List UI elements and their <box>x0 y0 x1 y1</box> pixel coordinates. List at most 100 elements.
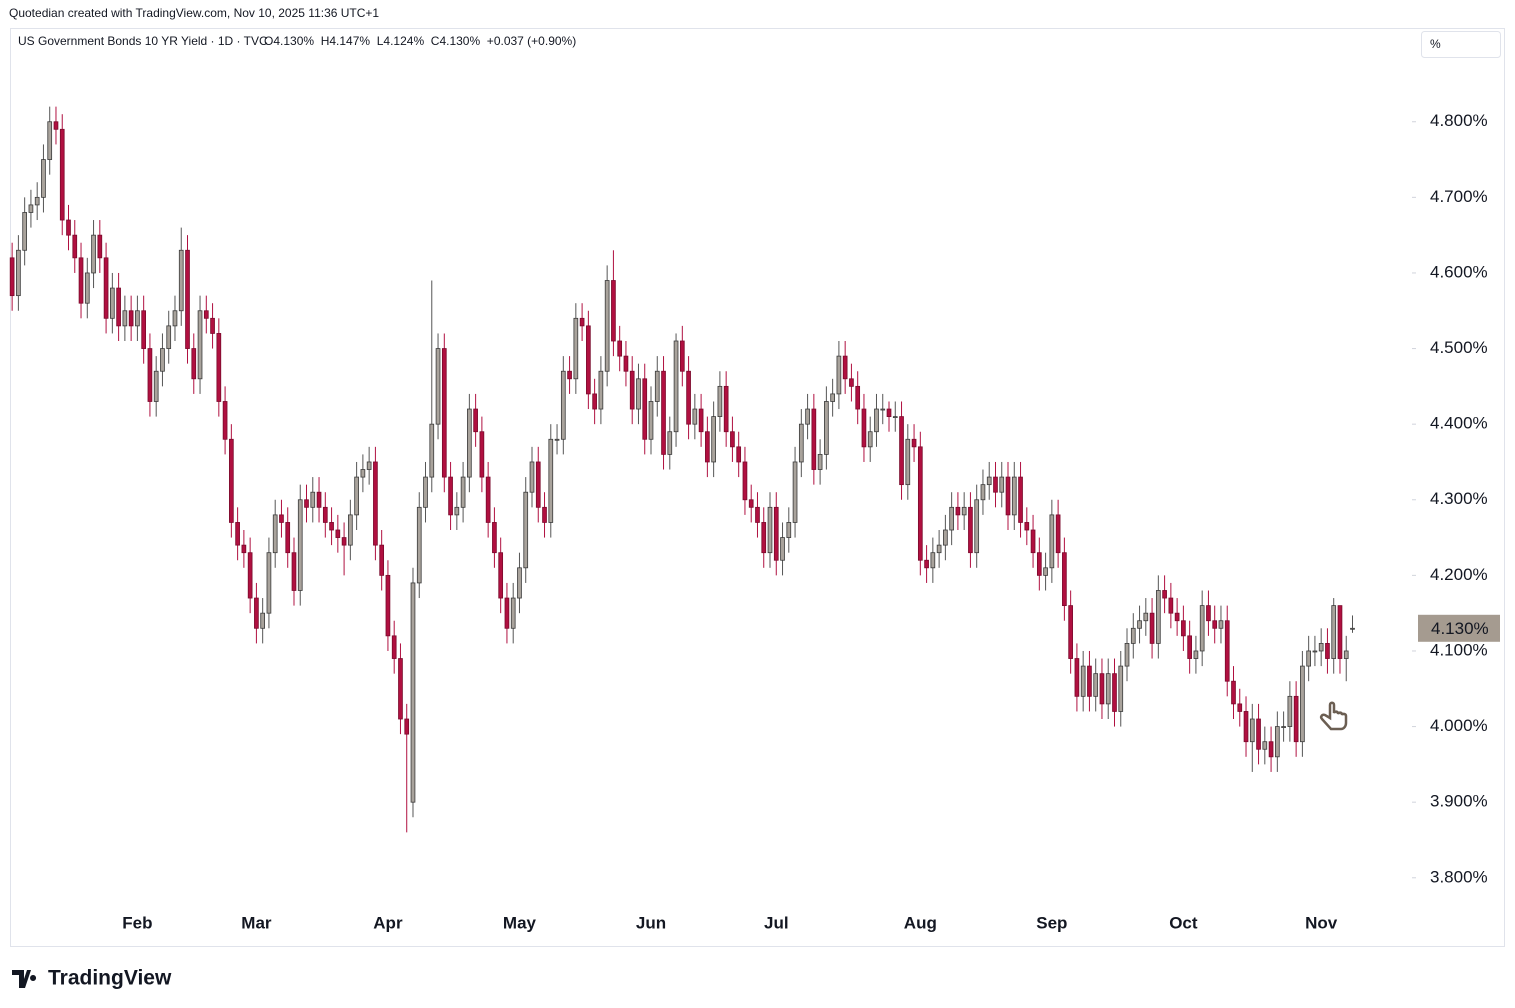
candle-body <box>968 506 973 554</box>
candle-body <box>423 476 428 508</box>
y-tick-label: 4.400% <box>1430 414 1488 433</box>
x-tick-label: May <box>503 913 537 932</box>
candle-body <box>836 355 842 395</box>
candle-body <box>529 461 535 493</box>
candle-body <box>1030 529 1036 554</box>
candle-body <box>1099 673 1105 705</box>
candle-body <box>97 234 103 259</box>
candle-body <box>485 476 491 523</box>
candle-body <box>153 370 159 402</box>
candle-body <box>260 612 266 629</box>
candle-body <box>1281 726 1286 728</box>
scale-button[interactable] <box>1421 31 1501 58</box>
candle-body <box>579 317 585 327</box>
candle-body <box>867 431 873 448</box>
x-tick-label: Nov <box>1305 913 1338 932</box>
candle-body <box>905 438 911 486</box>
candle-body <box>654 370 660 402</box>
x-tick-label: Jul <box>764 913 789 932</box>
candle-body <box>1137 620 1142 629</box>
candle-body <box>360 469 366 478</box>
candle-body <box>222 401 228 440</box>
candle-body <box>542 506 547 523</box>
candle-body <box>567 370 572 380</box>
candle-body <box>805 408 810 425</box>
candle-body <box>949 506 954 531</box>
y-tick-label: 4.500% <box>1430 338 1488 357</box>
candle-body <box>322 506 328 523</box>
candle-body <box>535 461 541 508</box>
candle-body <box>742 461 748 501</box>
candle-body <box>160 348 165 372</box>
candle-body <box>1087 665 1092 697</box>
scale-button-label[interactable]: % <box>1430 37 1441 51</box>
logo-icon <box>12 970 37 988</box>
candle-body <box>72 234 78 259</box>
candle-body <box>1243 711 1249 743</box>
candle-body <box>404 718 410 735</box>
candle-body <box>1049 514 1055 569</box>
candle-body <box>1024 522 1030 531</box>
candle-body <box>473 408 478 433</box>
candle-body <box>34 196 40 206</box>
y-tick-label: 4.700% <box>1430 187 1488 206</box>
candle-body <box>1256 718 1261 750</box>
candle-body <box>1262 741 1268 750</box>
candle-body <box>329 522 334 531</box>
candle-body <box>147 348 153 402</box>
candle-body <box>135 310 140 327</box>
candle-body <box>410 582 416 803</box>
candle-body <box>1080 665 1086 697</box>
candle-body <box>229 438 234 523</box>
candle-body <box>560 370 566 440</box>
candle-body <box>598 370 604 410</box>
candle-body <box>629 370 635 410</box>
candle-body <box>723 385 729 433</box>
candle-body <box>110 287 115 319</box>
candle-body <box>216 333 222 402</box>
candle-body <box>492 522 497 554</box>
candle-body <box>1206 605 1211 622</box>
candle-body <box>842 355 848 380</box>
candle-body <box>730 431 735 448</box>
candle-body <box>166 325 172 349</box>
candle-body <box>943 529 948 546</box>
candle-body <box>178 249 184 312</box>
candle-body <box>1174 612 1180 622</box>
candle-body <box>617 340 623 357</box>
x-tick-label: Sep <box>1036 913 1067 932</box>
candle-body <box>830 393 835 402</box>
candle-body <box>254 597 259 629</box>
candle-body <box>748 499 754 508</box>
candle-body <box>454 506 460 516</box>
candle-body <box>955 506 961 516</box>
candle-body <box>911 438 917 448</box>
x-tick-label: Apr <box>373 913 403 932</box>
candle-body <box>53 121 59 130</box>
candle-body <box>705 431 710 463</box>
logo-text: TradingView <box>48 967 172 990</box>
candle-body <box>1068 605 1073 659</box>
candle-body <box>1331 605 1337 659</box>
candle-body <box>817 454 823 470</box>
candle-body <box>1155 590 1161 644</box>
candle-body <box>886 408 892 418</box>
candle-body <box>1005 476 1011 516</box>
candle-body <box>341 537 347 546</box>
candle-body <box>1224 620 1230 682</box>
y-tick-label: 3.800% <box>1430 867 1488 886</box>
candle-body <box>441 348 447 478</box>
x-tick-label: Aug <box>904 913 937 932</box>
candle-body <box>1199 605 1205 652</box>
candle-body <box>755 506 760 523</box>
candle-body <box>1124 643 1130 667</box>
candle-body <box>667 431 673 455</box>
candle-body <box>849 378 854 387</box>
candle-body <box>698 408 704 433</box>
candle-body <box>185 249 190 349</box>
candle-body <box>285 522 291 554</box>
candle-body <box>210 317 215 334</box>
candle-body <box>467 408 472 478</box>
